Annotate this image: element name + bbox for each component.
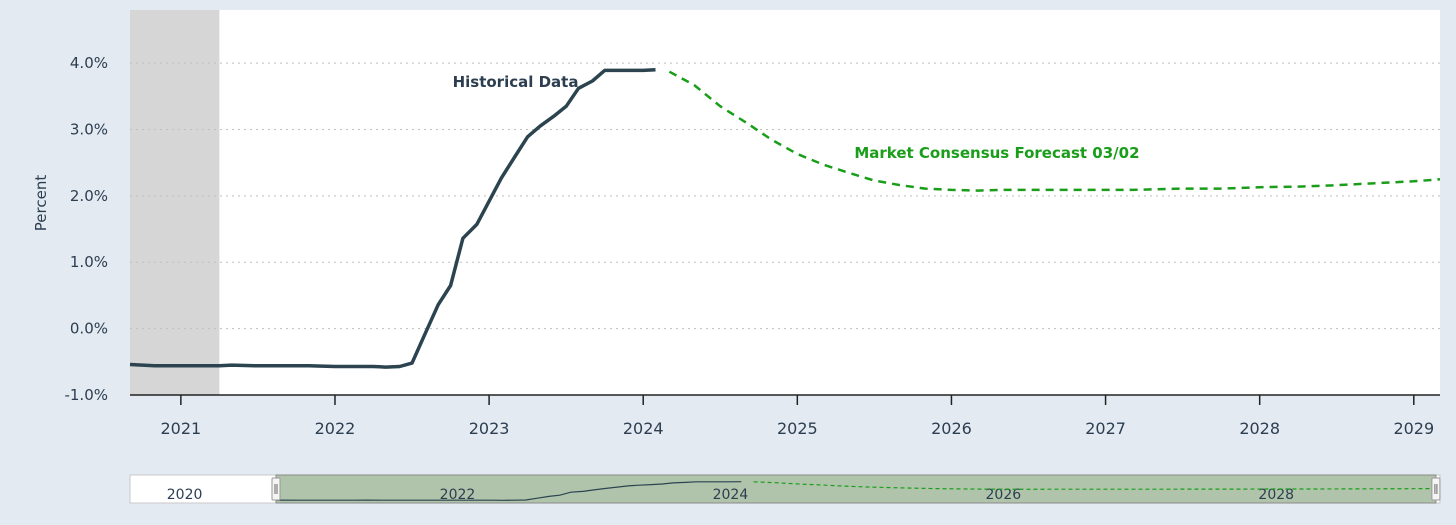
navigator-historical-line bbox=[275, 481, 742, 501]
y-tick-label: -1.0% bbox=[64, 386, 108, 404]
y-tick-label: 4.0% bbox=[70, 54, 108, 72]
plot-background bbox=[130, 10, 1440, 395]
x-tick-label: 2025 bbox=[777, 419, 818, 438]
range-navigator[interactable]: 2020 2022 2024 2026 2028 bbox=[129, 474, 1441, 504]
navigator-right-handle[interactable] bbox=[1431, 477, 1441, 501]
x-tick-label: 2021 bbox=[160, 419, 201, 438]
y-tick-label: 0.0% bbox=[70, 320, 108, 338]
forecast-annotation: Market Consensus Forecast 03/02 bbox=[854, 144, 1139, 162]
x-tick-label: 2023 bbox=[469, 419, 510, 438]
navigator-label: 2028 bbox=[1258, 487, 1294, 503]
navigator-left-handle[interactable] bbox=[271, 477, 281, 501]
handle-body[interactable] bbox=[271, 477, 281, 501]
navigator-label: 2024 bbox=[713, 487, 749, 503]
navigator-label: 2022 bbox=[440, 487, 476, 503]
y-axis-title: Percent bbox=[32, 175, 50, 232]
y-tick-label: 3.0% bbox=[70, 120, 108, 138]
navigator-label: 2020 bbox=[167, 487, 203, 503]
navigator-label: 2026 bbox=[986, 487, 1022, 503]
y-tick-label: 2.0% bbox=[70, 187, 108, 205]
x-tick-label: 2029 bbox=[1393, 419, 1434, 438]
historical-series-line bbox=[129, 67, 656, 369]
plot-area: 4.0% 3.0% 2.0% 1.0% 0.0% -1.0% 2021 2022 2023 202… bbox=[64, 10, 1441, 438]
x-tick-label: 2027 bbox=[1085, 419, 1126, 438]
historical-data-annotation: Historical Data bbox=[453, 73, 579, 91]
x-tick-label: 2028 bbox=[1239, 419, 1280, 438]
forecast-series-line bbox=[668, 70, 1441, 192]
x-tick-label: 2026 bbox=[931, 419, 972, 438]
x-tick-label: 2022 bbox=[315, 419, 356, 438]
handle-body[interactable] bbox=[1431, 477, 1441, 501]
x-tick-label: 2024 bbox=[623, 419, 664, 438]
y-tick-label: 1.0% bbox=[70, 253, 108, 271]
shaded-region bbox=[130, 10, 220, 395]
navigator-forecast-line bbox=[753, 481, 1436, 490]
